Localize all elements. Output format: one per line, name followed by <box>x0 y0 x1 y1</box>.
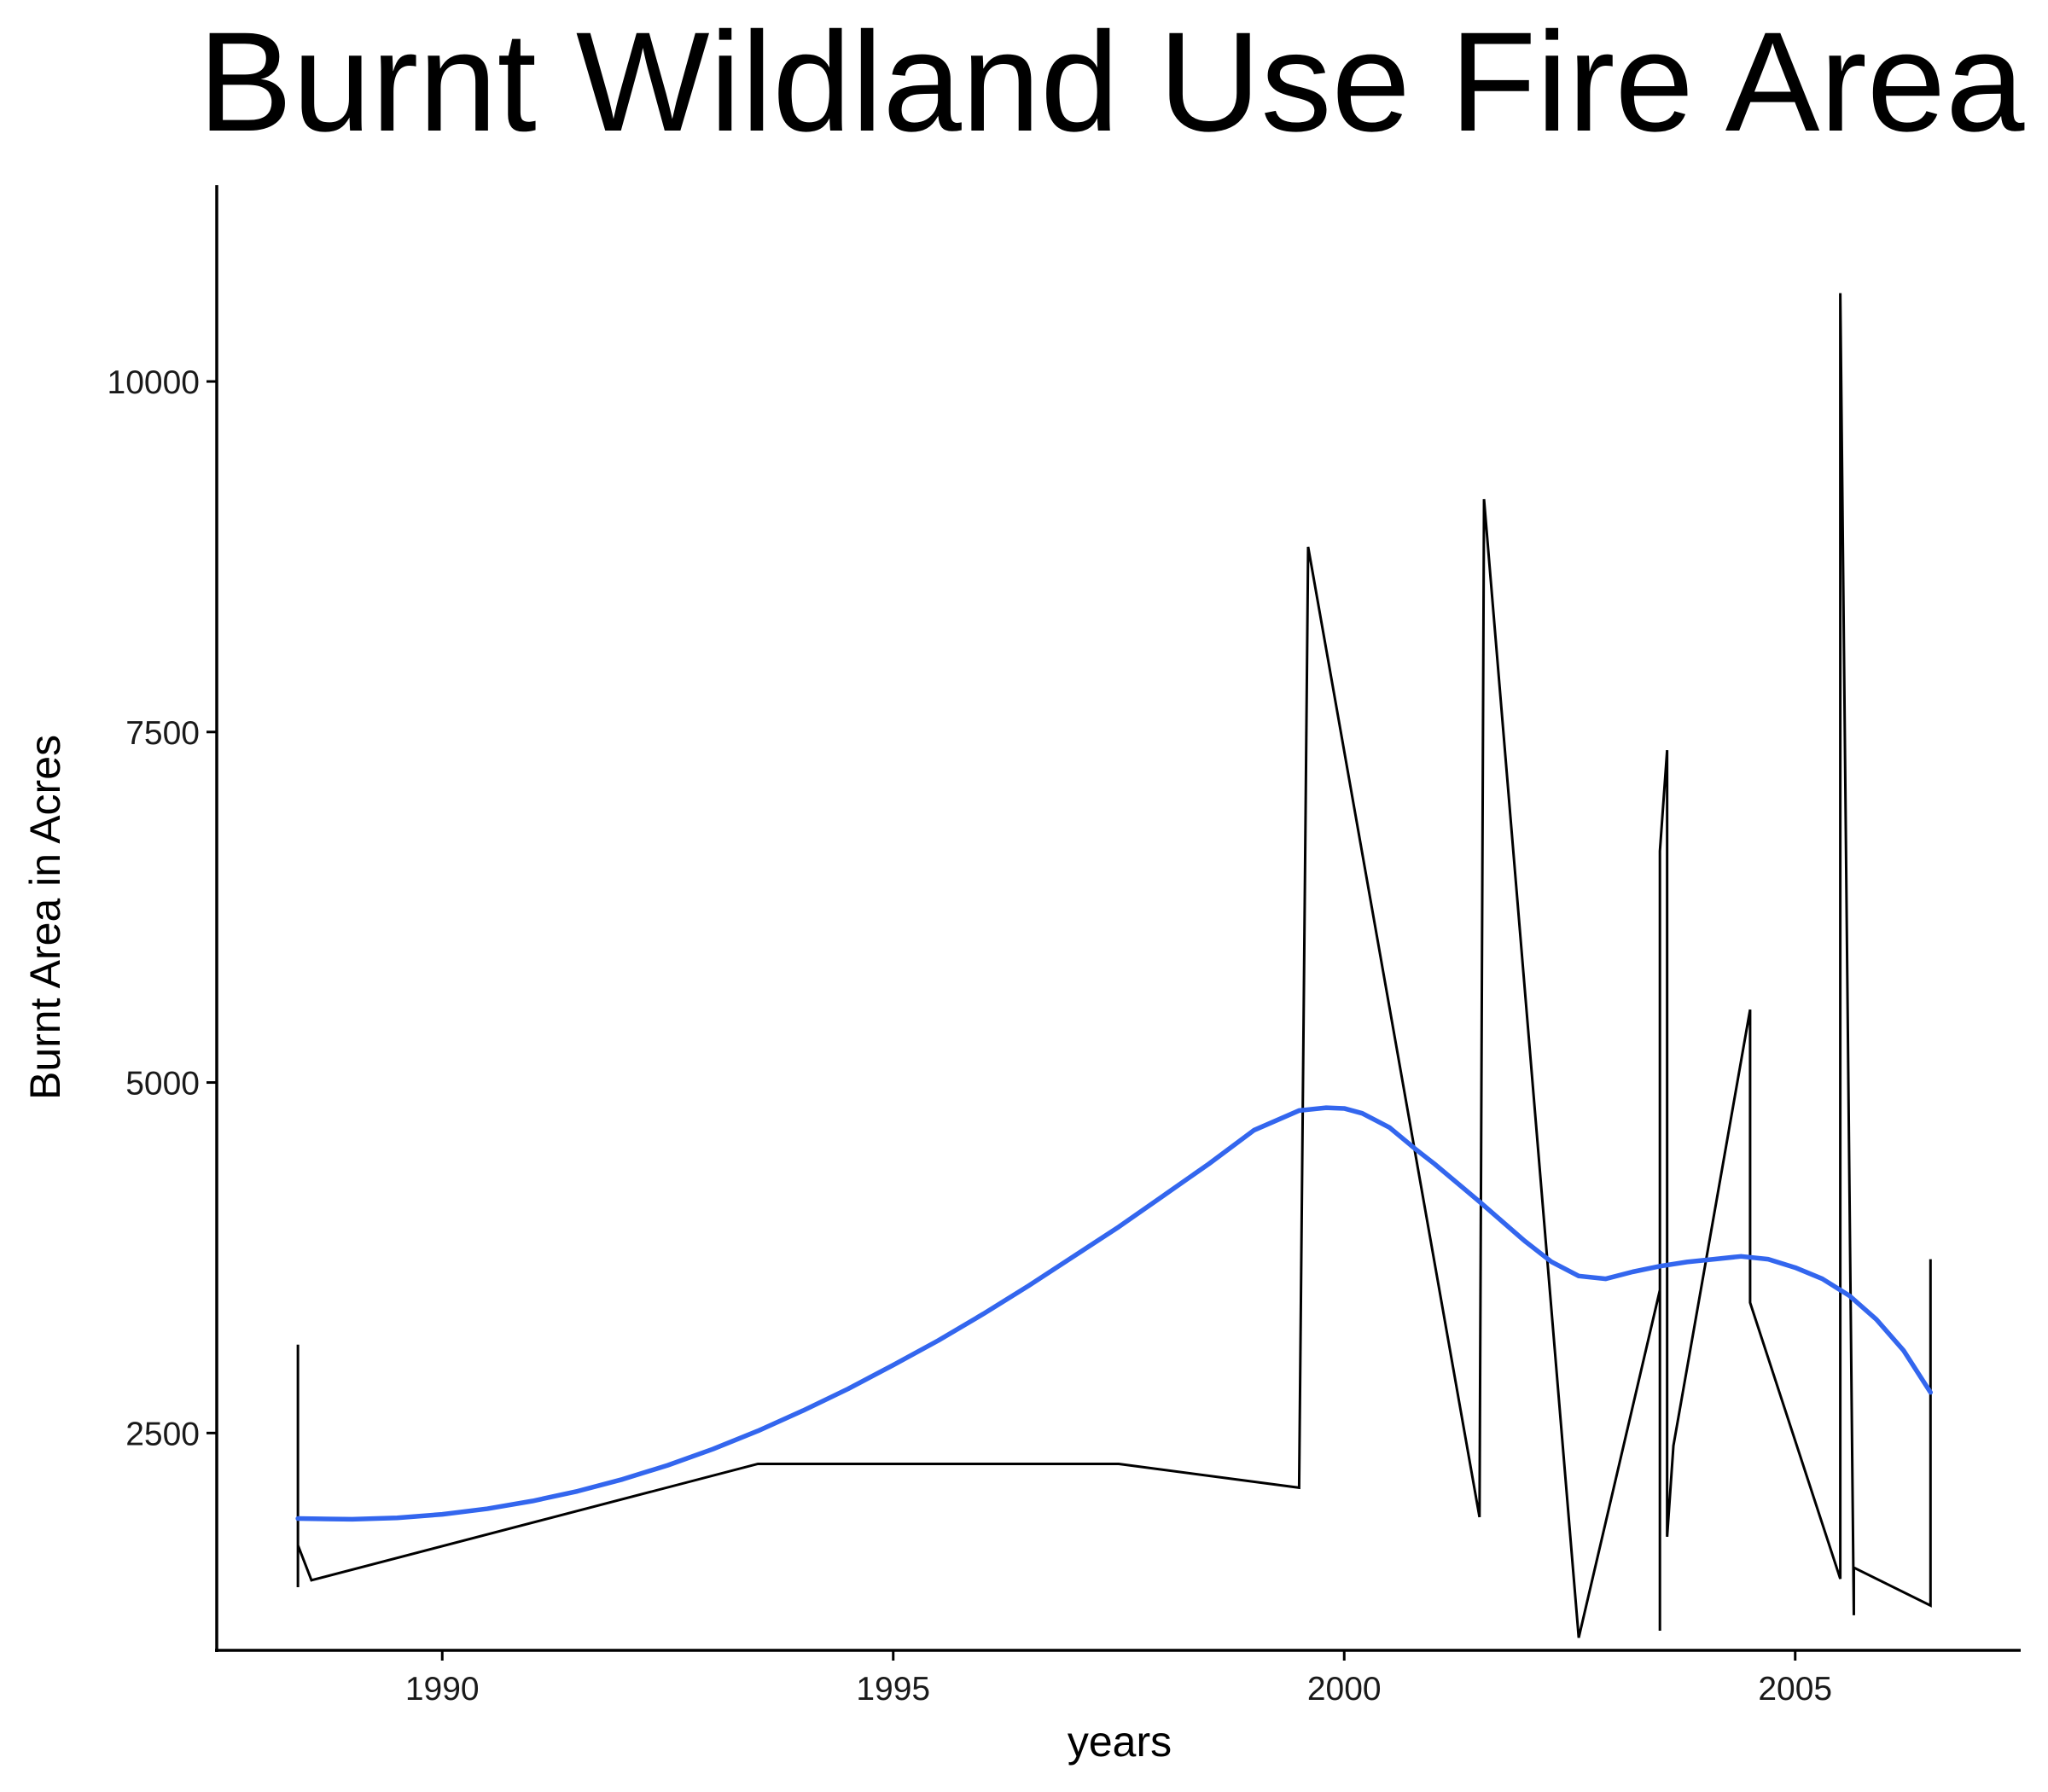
axes <box>215 185 2021 1652</box>
x-tick-label: 1990 <box>405 1671 480 1708</box>
x-tick-label: 2005 <box>1758 1671 1832 1708</box>
y-tick-label: 2500 <box>125 1416 200 1452</box>
x-ticks: 1990 1995 2000 2005 <box>405 1650 1832 1708</box>
y-axis-label: Burnt Area in Acres <box>21 735 69 1100</box>
plot-area <box>295 293 1934 1638</box>
y-tick-label: 10000 <box>108 364 200 401</box>
x-axis-label: years <box>1068 1718 1172 1766</box>
burnt-area-series-line <box>296 293 1932 1638</box>
y-ticks: 2500 5000 7500 10000 <box>108 364 217 1452</box>
x-tick-label: 2000 <box>1307 1671 1382 1708</box>
x-tick-label: 1995 <box>856 1671 930 1708</box>
y-tick-label: 5000 <box>125 1066 200 1103</box>
y-tick-label: 7500 <box>125 715 200 752</box>
smoothed-trend-line <box>295 1105 1934 1522</box>
chart-title: Burnt Wildland Use Fire Area <box>198 3 2025 161</box>
